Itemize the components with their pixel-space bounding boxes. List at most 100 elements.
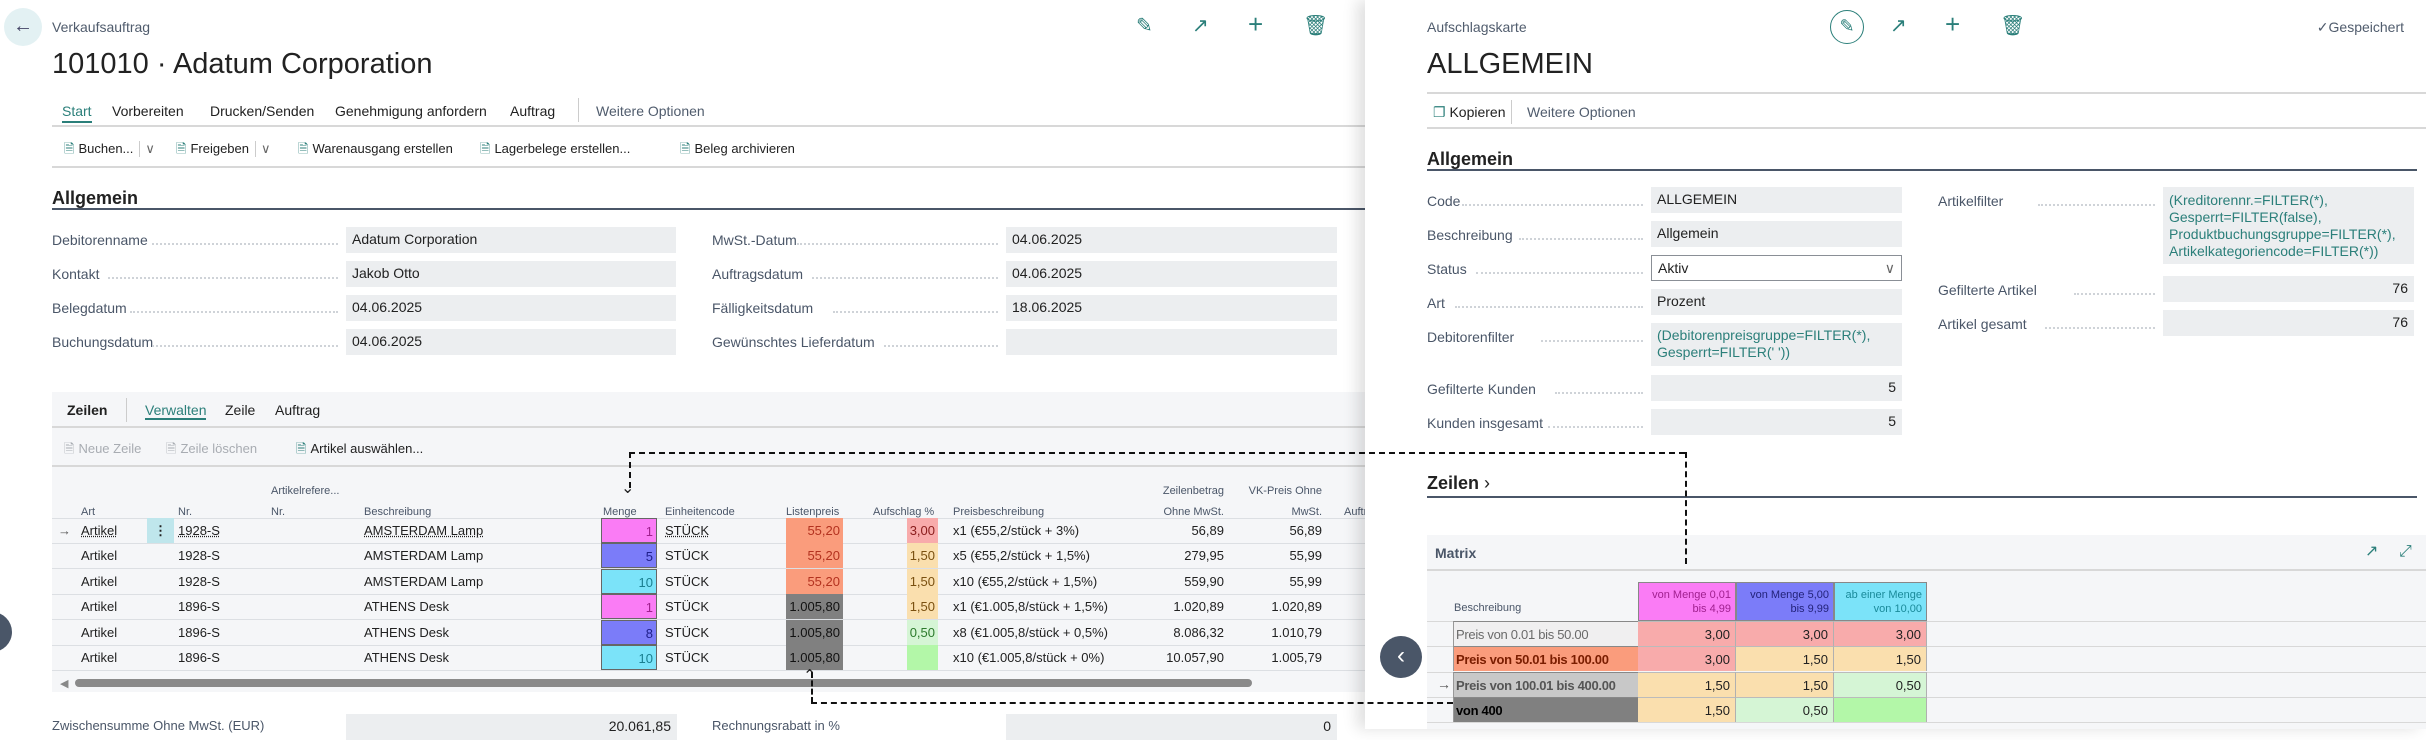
action-shipment-button[interactable]: 🗎 Warenausgang erstellen (298, 140, 453, 162)
action-release-button[interactable]: 🗎 Freigeben ∨ (176, 140, 271, 162)
cell-preisbeschreibung[interactable]: x10 (€55,2/stück + 1,5%) (953, 573, 1098, 589)
column-header-ref1[interactable]: Artikelrefere... (271, 485, 340, 497)
lines-tab-auftrag[interactable]: Auftrag (275, 402, 321, 418)
add-icon[interactable]: + (1945, 9, 1961, 39)
column-header-beschreibung[interactable]: Beschreibung (364, 506, 432, 518)
copy-button[interactable]: ❐ Kopieren (1433, 104, 1506, 121)
column-header-vkpreis[interactable]: VK-Preis Ohne (1248, 485, 1322, 497)
lines-action-delete-line[interactable]: 🗎 Zeile löschen (166, 440, 257, 462)
cell-beschreibung[interactable]: ATHENS Desk (364, 624, 449, 640)
field-value[interactable]: 18.06.2025 (1006, 295, 1337, 321)
cell-beschreibung[interactable]: AMSTERDAM Lamp (364, 523, 484, 538)
tab-vorbereiten[interactable]: Vorbereiten (112, 103, 184, 119)
edit-icon[interactable]: ✎ (1136, 15, 1153, 37)
cell-vkpreis[interactable]: 1.005,79 (1271, 650, 1322, 665)
cell-listenpreis[interactable]: 1.005,80 (786, 645, 843, 670)
matrix-row-label[interactable]: von 400 (1453, 696, 1638, 722)
row-actions-button[interactable]: ⋮ (147, 518, 174, 543)
cell-zeilenbetrag[interactable]: 1.020,89 (1173, 599, 1224, 615)
field-value[interactable]: 04.06.2025 (346, 295, 676, 321)
share-icon[interactable]: ↗ (1890, 15, 1907, 37)
cell-menge[interactable]: 10 (601, 568, 657, 594)
matrix-cell[interactable]: 3,00 (1736, 621, 1834, 646)
cell-beschreibung[interactable]: AMSTERDAM Lamp (364, 573, 484, 589)
column-header-nr[interactable]: Nr. (178, 506, 193, 518)
cell-vkpreis[interactable]: 55,99 (1289, 573, 1322, 589)
cell-aufschlag[interactable] (907, 645, 938, 670)
field-value[interactable]: 04.06.2025 (1006, 261, 1337, 287)
matrix-cell[interactable]: 1,50 (1736, 671, 1834, 697)
cell-einheit[interactable]: STÜCK (665, 650, 710, 665)
cell-zeilenbetrag[interactable]: 279,95 (1184, 548, 1224, 564)
column-header-einheit[interactable]: Einheitencode (665, 506, 735, 518)
share-icon[interactable]: ↗ (2365, 543, 2379, 560)
back-button[interactable]: ← (4, 8, 42, 46)
delete-icon[interactable]: 🗑 (1303, 15, 1329, 37)
chevron-down-icon[interactable]: ∨ (139, 141, 155, 157)
share-icon[interactable]: ↗ (1192, 15, 1209, 37)
lines-action-select-items[interactable]: 🗎 Artikel auswählen... (296, 440, 423, 462)
column-header-listenpreis[interactable]: Listenpreis (786, 506, 840, 518)
cell-vkpreis[interactable]: 56,89 (1289, 523, 1322, 538)
cell-zeilenbetrag[interactable]: 10.057,90 (1166, 650, 1224, 665)
lines-tab-verwalten[interactable]: Verwalten (145, 402, 207, 420)
more-options[interactable]: Weitere Optionen (596, 103, 705, 119)
cell-menge[interactable]: 10 (601, 645, 657, 670)
section-heading-allgemein[interactable]: Allgemein (1427, 149, 1514, 169)
cell-nr[interactable]: 1896-S (178, 599, 220, 615)
cell-zeilenbetrag[interactable]: 8.086,32 (1173, 624, 1224, 640)
cell-nr[interactable]: 1896-S (178, 650, 220, 665)
cell-einheit[interactable]: STÜCK (665, 624, 710, 640)
column-header-aufschlag[interactable]: Aufschlag % (873, 506, 935, 518)
cell-preisbeschreibung[interactable]: x8 (€1.005,8/stück + 0,5%) (953, 624, 1109, 640)
cell-einheit[interactable]: STÜCK (665, 548, 710, 564)
cell-vkpreis[interactable]: 1.010,79 (1271, 624, 1322, 640)
status-dropdown[interactable]: Aktiv ∨ (1651, 255, 1902, 281)
cell-einheit[interactable]: STÜCK (665, 523, 710, 538)
cell-aufschlag[interactable]: 1,50 (907, 594, 938, 620)
field-value[interactable]: 04.06.2025 (346, 329, 676, 355)
matrix-column-header[interactable]: ab einer Menge von 10,00 (1834, 582, 1927, 621)
cell-beschreibung[interactable]: ATHENS Desk (364, 599, 449, 615)
matrix-cell[interactable]: 1,50 (1834, 646, 1927, 672)
cell-art[interactable]: Artikel (81, 523, 118, 538)
action-post-button[interactable]: 🗎 Buchen... ∨ (64, 140, 155, 162)
matrix-cell[interactable] (1834, 696, 1927, 722)
cell-preisbeschreibung[interactable]: x10 (€1.005,8/stück + 0%) (953, 650, 1105, 665)
column-header-art[interactable]: Art (81, 506, 96, 518)
matrix-cell[interactable]: 0,50 (1834, 671, 1927, 697)
cell-zeilenbetrag[interactable]: 559,90 (1184, 573, 1224, 589)
field-value[interactable]: Jakob Otto (346, 261, 676, 287)
column-header-menge[interactable]: Menge (603, 506, 637, 518)
section-heading-allgemein[interactable]: Allgemein (52, 188, 139, 208)
cell-nr[interactable]: 1928-S (178, 523, 220, 538)
tab-genehmigunganfordern[interactable]: Genehmigung anfordern (335, 103, 487, 119)
lines-action-new-line[interactable]: 🗎 Neue Zeile (64, 440, 141, 462)
cell-preisbeschreibung[interactable]: x5 (€55,2/stück + 1,5%) (953, 548, 1090, 564)
matrix-row-label[interactable]: Preis von 100.01 bis 400.00 (1453, 671, 1638, 697)
cell-beschreibung[interactable]: AMSTERDAM Lamp (364, 548, 484, 564)
cell-vkpreis[interactable]: 1.020,89 (1271, 599, 1322, 615)
cell-art[interactable]: Artikel (81, 548, 118, 564)
action-archive-button[interactable]: 🗎 Beleg archivieren (680, 140, 795, 162)
cell-einheit[interactable]: STÜCK (665, 573, 710, 589)
cell-preisbeschreibung[interactable]: x1 (€1.005,8/stück + 1,5%) (953, 599, 1109, 615)
cell-listenpreis[interactable]: 55,20 (786, 543, 843, 569)
collapse-button-partial[interactable] (0, 612, 12, 652)
matrix-cell[interactable]: 1,50 (1638, 671, 1736, 697)
more-options[interactable]: Weitere Optionen (1527, 104, 1636, 120)
field-value[interactable]: 04.06.2025 (1006, 227, 1337, 253)
collapse-panel-button[interactable]: ‹ (1380, 636, 1422, 678)
matrix-column-header[interactable]: von Menge 0,01 bis 4,99 (1638, 582, 1736, 621)
matrix-cell[interactable]: 3,00 (1638, 621, 1736, 646)
matrix-row-label[interactable]: Preis von 0.01 bis 50.00 (1453, 621, 1638, 646)
matrix-cell[interactable]: 3,00 (1834, 621, 1927, 646)
matrix-cell[interactable]: 0,50 (1736, 696, 1834, 722)
cell-listenpreis[interactable]: 1.005,80 (786, 594, 843, 620)
cell-zeilenbetrag[interactable]: 56,89 (1191, 523, 1224, 538)
matrix-row-label[interactable]: Preis von 50.01 bis 100.00 (1453, 646, 1638, 672)
matrix-cell[interactable]: 1,50 (1736, 646, 1834, 672)
tab-start[interactable]: Start (62, 103, 92, 123)
expand-icon[interactable]: ⤢ (2399, 543, 2412, 560)
cell-menge[interactable]: 8 (601, 619, 657, 645)
